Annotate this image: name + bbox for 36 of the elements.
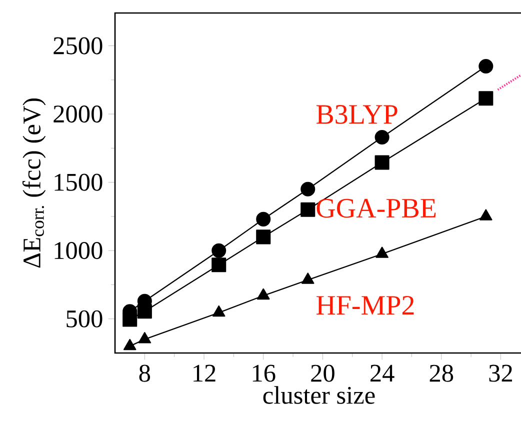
point [478,91,494,106]
x-tick-label: 16 [252,364,276,382]
point [300,182,316,196]
point [302,272,314,284]
point [256,288,270,300]
x-tick-label: 8 [139,364,150,382]
y-tick-label: 2000 [54,106,102,123]
point [212,305,226,317]
x-tick-label: 24 [370,364,394,382]
x-tick-label: 32 [489,364,512,382]
point [300,202,316,217]
series-label: HF-MP2 [316,296,414,315]
y-axis-title: ΔE$_{corr.}$ (fcc) (eV) [22,98,46,268]
y-tick-label: 1500 [54,174,102,191]
y-tick-label: 1000 [54,242,102,260]
point [212,243,226,258]
y-tick-label: 2500 [54,37,102,54]
x-tick-label: 20 [311,364,334,382]
y-tick-label: 500 [66,310,102,328]
point [122,312,138,327]
point [374,130,390,145]
point [478,58,494,74]
x-tick-label: 12 [194,364,216,382]
point [123,338,136,350]
point [256,212,271,226]
series-label: B3LYP [316,105,398,124]
point [138,332,152,344]
point [137,304,152,319]
point [480,209,492,220]
point [374,155,390,170]
series-label: GGA-PBE [316,198,436,218]
point [256,230,271,244]
point [212,258,226,272]
point [376,246,388,258]
x-axis-title: cluster size [263,386,375,404]
x-tick-label: 28 [430,364,454,382]
